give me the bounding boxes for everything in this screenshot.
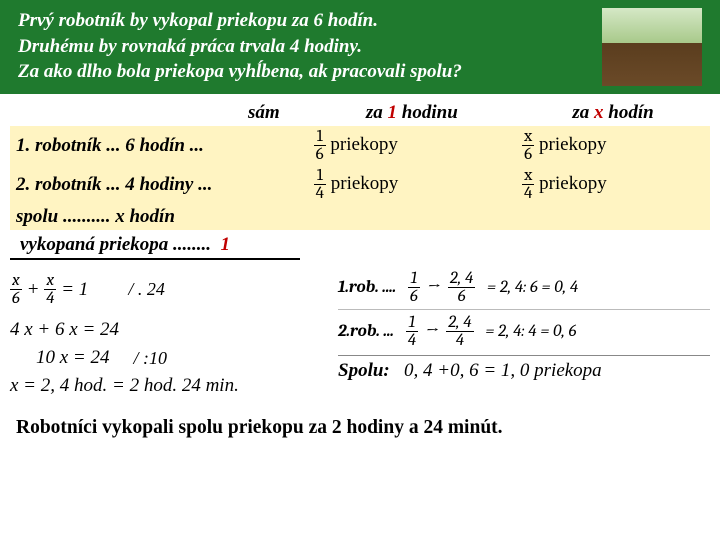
row-spolu: spolu .......... x hodín [10,204,710,230]
header-line-1: Prvý robotník by vykopal priekopu za 6 h… [18,8,596,34]
solution-right: 1.rob. .... 16 → 2, 46 = 2, 4: 6 = 0, 4 … [330,266,710,403]
equation-l2: 4 x + 6 x = 24 [10,319,330,341]
solution-area: x6 + x4 = 1 / . 24 4 x + 6 x = 24 10 x =… [0,260,720,403]
col-sam: sám [220,100,308,126]
equation-l4: x = 2, 4 hod. = 2 hod. 24 min. [10,375,330,397]
final-answer: Robotníci vykopali spolu priekopu za 2 h… [0,403,720,439]
digging-illustration [602,8,702,86]
check-r1: 1.rob. .... 16 → 2, 46 = 2, 4: 6 = 0, 4 [338,270,710,305]
problem-header: Prvý robotník by vykopal priekopu za 6 h… [0,0,720,94]
header-line-3: Za ako dlho bola priekopa vyhĺbena, ak p… [18,59,596,85]
row2-label: 2. robotník ... 4 hodiny ... [10,165,308,204]
row2-rate: 14 priekopy [308,165,516,204]
row2-xrate: x4 priekopy [516,165,710,204]
check-total: Spolu: 0, 4 +0, 6 = 1, 0 priekopa [338,355,710,382]
equation-l3: 10 x = 24 / :10 [10,347,330,369]
check-r2: 2.rob. ... 14 → 2, 44 = 2, 4: 4 = 0, 6 [338,314,710,349]
solution-left: x6 + x4 = 1 / . 24 4 x + 6 x = 24 10 x =… [10,266,330,403]
row1-rate: 16 priekopy [308,126,516,165]
equation-main: x6 + x4 = 1 / . 24 [10,272,330,307]
row1-label: 1. robotník ... 6 hodín ... [10,126,308,165]
problem-text: Prvý robotník by vykopal priekopu za 6 h… [18,8,596,86]
row1-xrate: x6 priekopy [516,126,710,165]
header-line-2: Druhému by rovnaká práca trvala 4 hodiny… [18,34,596,60]
col-za1: za 1 hodinu [308,100,516,126]
data-table: sám za 1 hodinu za x hodín 1. robotník .… [10,100,710,230]
vykopana-row: vykopaná priekopa ........ 1 [10,230,300,260]
col-zax: za x hodín [516,100,710,126]
